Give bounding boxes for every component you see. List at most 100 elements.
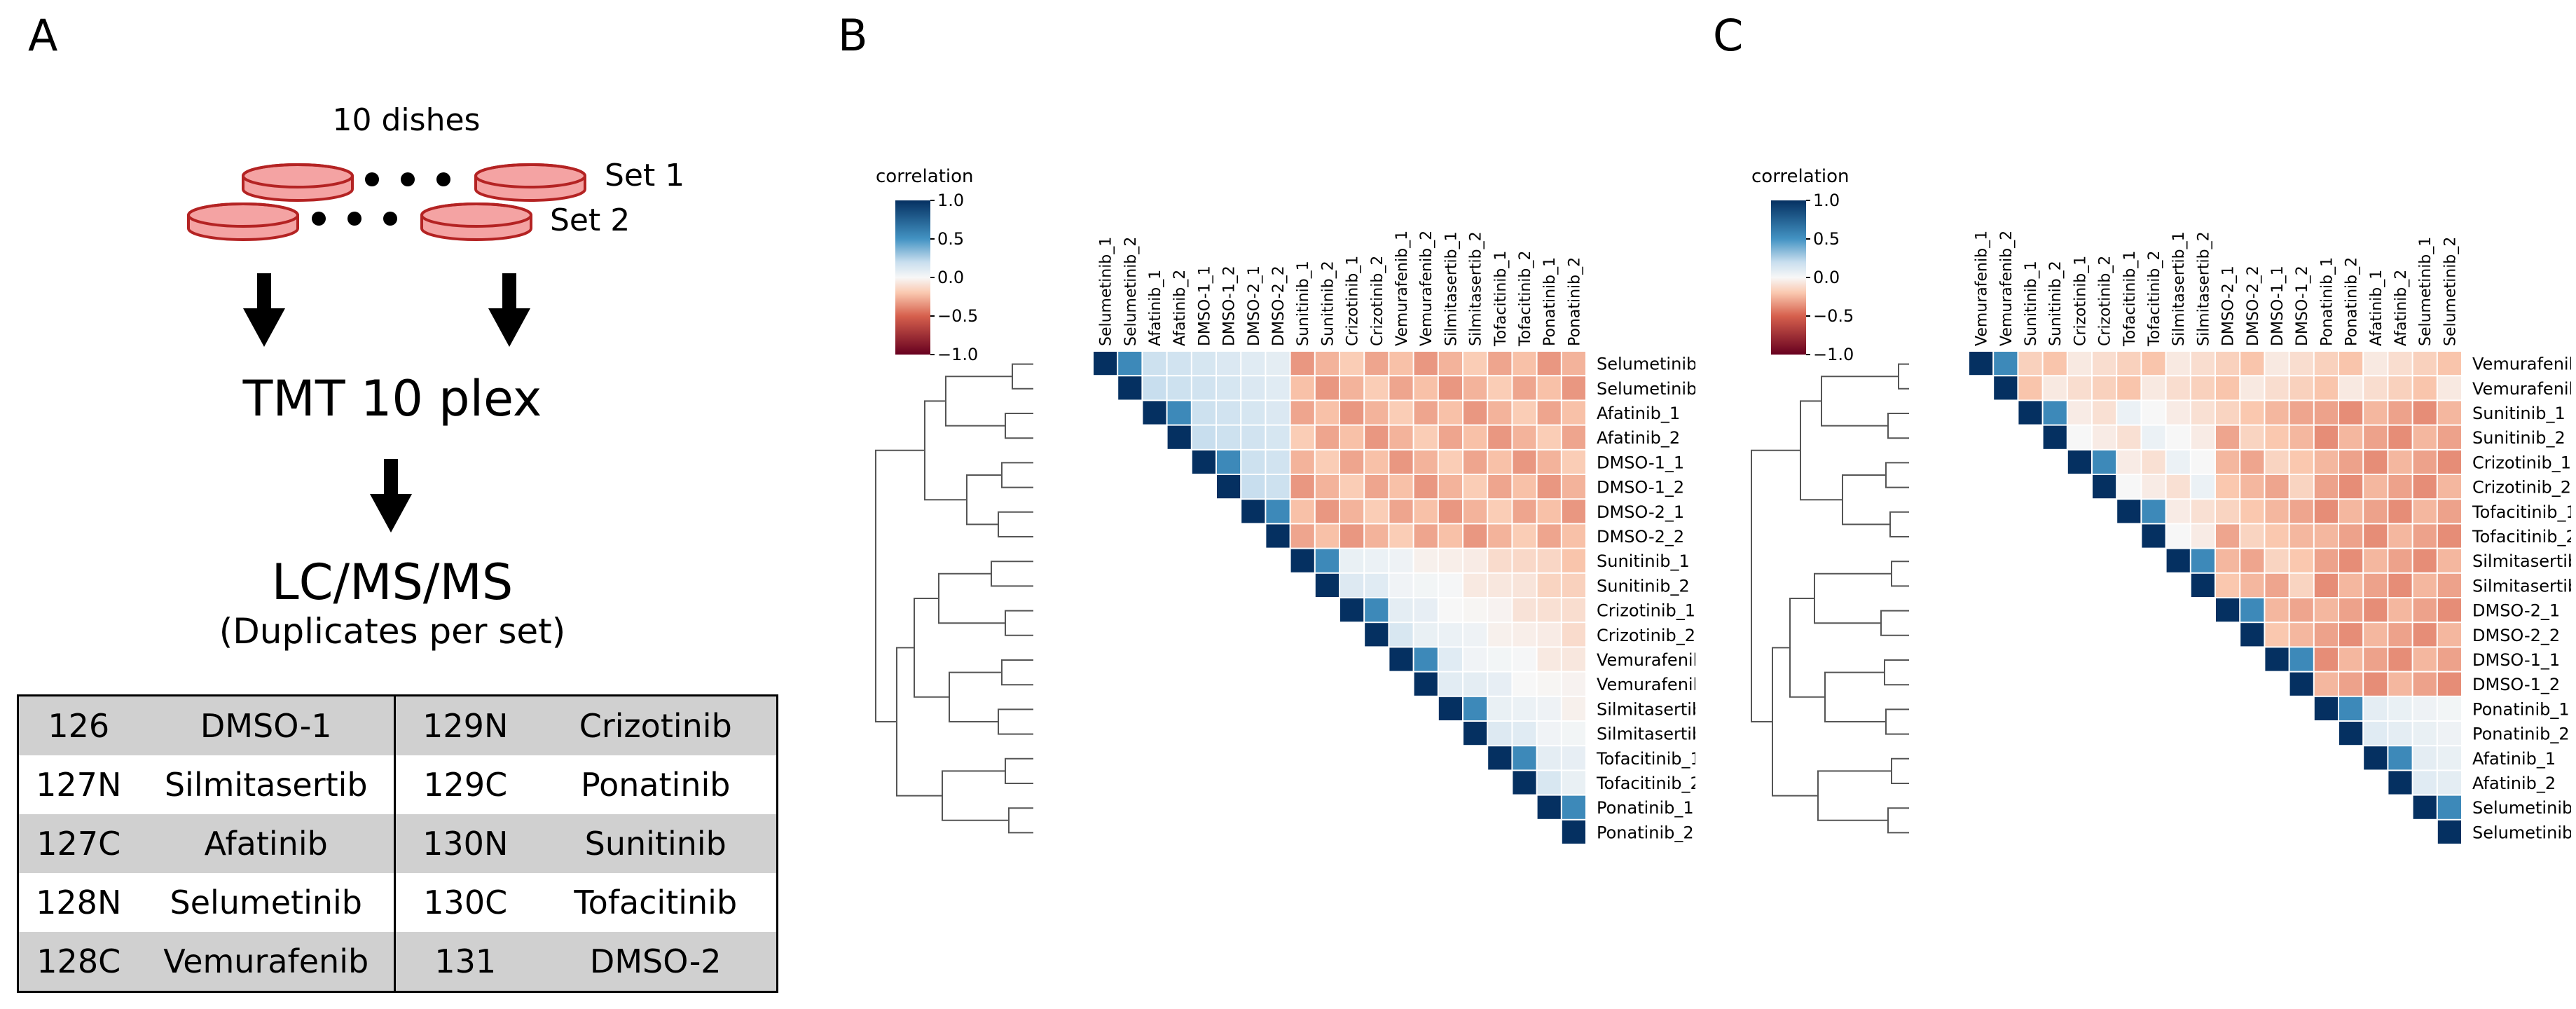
heatmap-cell — [1438, 352, 1462, 376]
heatmap-cell — [1513, 475, 1536, 499]
heatmap-cell — [1340, 475, 1364, 499]
heatmap-cell — [1438, 475, 1462, 499]
heatmap-cell — [2216, 376, 2240, 400]
heatmap-cell — [1537, 795, 1561, 819]
row-label: Sunitinib_1 — [2472, 404, 2565, 423]
channel-cell: 128C — [18, 932, 139, 992]
heatmap-cell — [1389, 598, 1413, 622]
heatmap-cell — [1192, 376, 1215, 400]
set2-label: Set 2 — [550, 203, 631, 238]
heatmap-cell — [2216, 401, 2240, 425]
table-row: 128N Selumetinib 130C Tofacitinib — [18, 873, 778, 932]
heatmap-cell — [2413, 573, 2437, 597]
heatmap-cell — [1562, 352, 1585, 376]
heatmap-cell — [1241, 500, 1265, 523]
heatmap-cell — [2437, 401, 2461, 425]
drug-cell: Silmitasertib — [138, 755, 396, 814]
heatmap-cell — [2388, 450, 2412, 474]
heatmap-cell — [2265, 475, 2289, 499]
workflow-diagram — [187, 163, 586, 533]
heatmap-cell — [2191, 500, 2215, 523]
heatmap-cell — [1463, 598, 1487, 622]
row-label: Vemurafenib_2 — [1597, 675, 1695, 694]
heatmap-cell — [2413, 524, 2437, 548]
heatmap-cell — [2067, 376, 2091, 400]
heatmap-cell — [1463, 450, 1487, 474]
heatmap-cell — [1315, 524, 1339, 548]
row-label: Selumetinib_1 — [2472, 798, 2571, 818]
drug-cell: DMSO-2 — [535, 932, 778, 992]
heatmap-cell — [1414, 672, 1438, 696]
heatmap-cell — [1167, 425, 1191, 449]
column-label: Vemurafenib_1 — [1974, 231, 1991, 346]
heatmap-cell — [1217, 352, 1241, 376]
heatmap-cell — [1488, 647, 1512, 671]
heatmap-cell — [2413, 425, 2437, 449]
heatmap-cell — [1365, 352, 1389, 376]
heatmap-cell — [1488, 746, 1512, 770]
heatmap-cell — [1438, 549, 1462, 572]
heatmap-cell — [1340, 450, 1364, 474]
column-label: Silmitasertib_1 — [1442, 231, 1460, 346]
heatmap-cell — [1414, 623, 1438, 647]
column-label: Sunitinib_1 — [1295, 261, 1312, 346]
row-label: Afatinib_1 — [2472, 749, 2556, 769]
row-label: Crizotinib_1 — [2472, 453, 2571, 472]
heatmap-cell — [2166, 524, 2190, 548]
row-label: DMSO-2_2 — [1597, 527, 1684, 547]
heatmap-cell — [2388, 475, 2412, 499]
heatmap-cell — [1192, 352, 1215, 376]
heatmap-cell — [2437, 549, 2461, 572]
table-row: 128C Vemurafenib 131 DMSO-2 — [18, 932, 778, 992]
heatmap-cell — [2265, 352, 2289, 376]
heatmap-cell — [1365, 549, 1389, 572]
heatmap-cell — [1315, 352, 1339, 376]
heatmap-cell — [1562, 647, 1585, 671]
heatmap-cell — [2265, 524, 2289, 548]
heatmap-cell — [2437, 573, 2461, 597]
heatmap-cell — [2364, 746, 2388, 770]
ellipsis-dot — [312, 212, 326, 226]
panel-b-letter: B — [838, 10, 868, 61]
heatmap-cell — [2413, 746, 2437, 770]
heatmap-cell — [1537, 475, 1561, 499]
heatmap-cell — [1513, 352, 1536, 376]
heatmap-cell — [2314, 573, 2338, 597]
heatmap-cell — [2388, 771, 2412, 795]
heatmap-cell — [2413, 401, 2437, 425]
heatmap-cell — [1562, 524, 1585, 548]
heatmap-cell — [2413, 598, 2437, 622]
heatmap-cell — [2289, 672, 2313, 696]
heatmap-cell — [2388, 352, 2412, 376]
channel-cell: 130N — [394, 814, 535, 873]
heatmap-cell — [2314, 672, 2338, 696]
heatmap-cell — [2067, 401, 2091, 425]
heatmap-cell — [1537, 401, 1561, 425]
arrow-down-icon — [488, 273, 530, 347]
heatmap-cell — [2364, 425, 2388, 449]
heatmap-cell — [1562, 795, 1585, 819]
heatmap-cell — [2240, 524, 2264, 548]
panel-c-letter: C — [1713, 10, 1744, 61]
row-label: Afatinib_1 — [1597, 404, 1680, 423]
heatmap-cell — [2413, 500, 2437, 523]
heatmap-cell — [1389, 475, 1413, 499]
row-label: Tofacitinib_2 — [1596, 774, 1695, 793]
heatmap-cell — [1537, 623, 1561, 647]
heatmap-cell — [1290, 475, 1314, 499]
heatmap-cell — [2191, 425, 2215, 449]
heatmap-cell — [1389, 573, 1413, 597]
dish-icon — [187, 203, 299, 241]
heatmap-cell — [1365, 376, 1389, 400]
heatmap-cell — [1488, 672, 1512, 696]
heatmap-cell — [2339, 450, 2363, 474]
heatmap-cell — [2437, 598, 2461, 622]
heatmap-cell — [1513, 425, 1536, 449]
heatmap-cell — [2265, 647, 2289, 671]
column-label: DMSO-2_2 — [2245, 266, 2262, 346]
heatmap-cell — [2339, 425, 2363, 449]
drug-cell: Tofacitinib — [574, 884, 738, 921]
heatmap-cell — [1414, 352, 1438, 376]
column-label: DMSO-1_1 — [1196, 266, 1213, 346]
heatmap-cell — [1537, 696, 1561, 720]
